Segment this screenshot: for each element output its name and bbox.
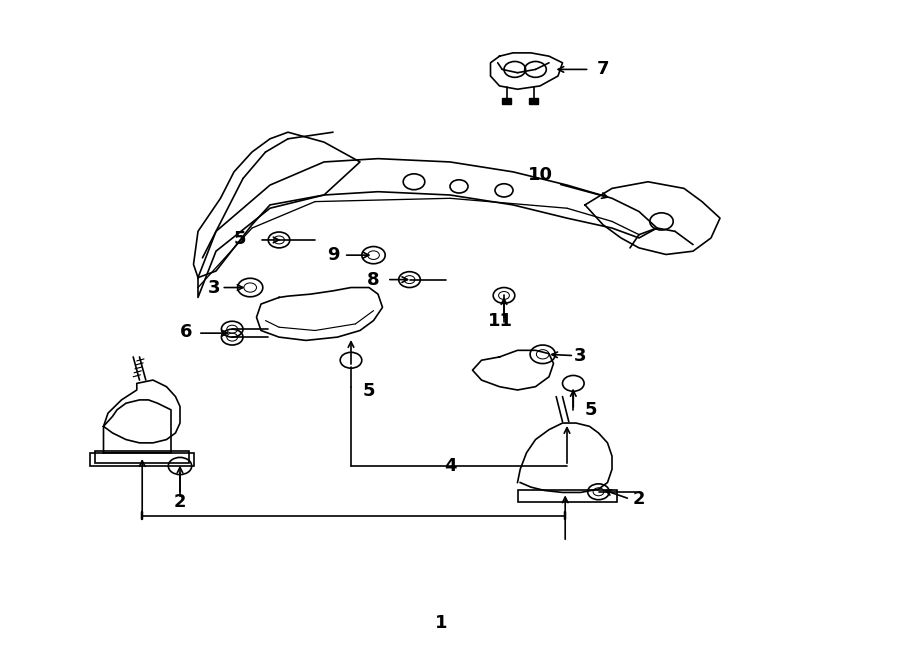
Bar — [94, 451, 189, 463]
Text: 5: 5 — [363, 382, 375, 401]
Text: 4: 4 — [444, 457, 456, 475]
Text: 5: 5 — [234, 230, 247, 249]
Text: 1: 1 — [435, 613, 447, 632]
Bar — [502, 98, 511, 104]
Bar — [518, 490, 617, 502]
Text: 10: 10 — [527, 166, 553, 184]
Bar — [90, 453, 194, 466]
Text: 11: 11 — [488, 311, 513, 330]
Text: 5: 5 — [585, 401, 598, 419]
Text: 8: 8 — [367, 270, 380, 289]
Bar — [529, 98, 538, 104]
Text: 3: 3 — [208, 278, 220, 297]
Text: 7: 7 — [597, 60, 609, 79]
Text: 2: 2 — [174, 493, 186, 512]
Text: 3: 3 — [574, 346, 587, 365]
Text: 6: 6 — [180, 323, 193, 342]
Text: 9: 9 — [327, 246, 339, 264]
Text: 2: 2 — [633, 490, 645, 508]
